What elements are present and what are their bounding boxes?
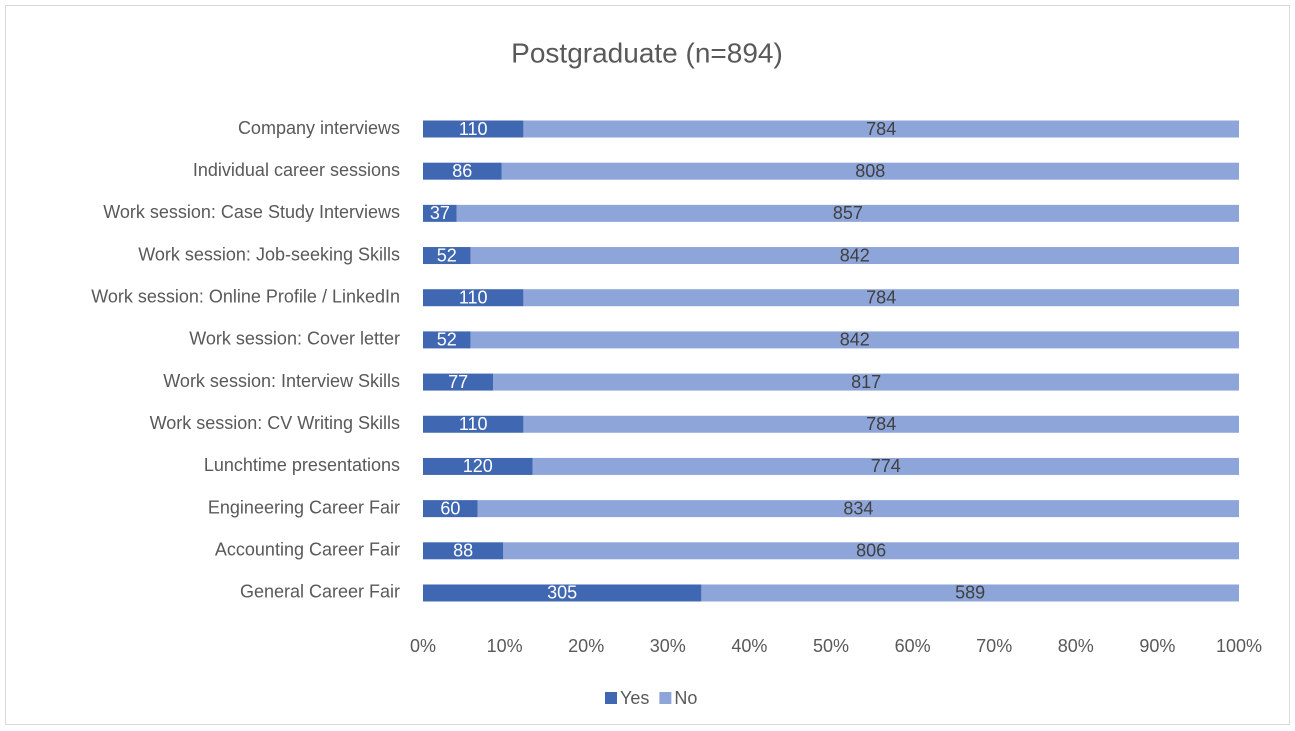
chart-title: Postgraduate (n=894) bbox=[511, 37, 783, 68]
data-label: 88 bbox=[453, 541, 473, 561]
data-label: 120 bbox=[463, 456, 493, 476]
data-label: 784 bbox=[866, 287, 896, 307]
x-tick-label: 40% bbox=[731, 636, 767, 656]
data-label: 817 bbox=[851, 372, 881, 392]
bar-segment bbox=[423, 373, 494, 391]
data-label: 842 bbox=[840, 245, 870, 265]
y-tick-label: Work session: Online Profile / LinkedIn bbox=[91, 286, 400, 306]
data-label: 784 bbox=[866, 119, 896, 139]
data-label: 60 bbox=[440, 498, 460, 518]
legend-label: No bbox=[674, 688, 697, 708]
y-tick-label: Individual career sessions bbox=[193, 160, 400, 180]
bar-segment bbox=[423, 331, 471, 349]
data-label: 808 bbox=[855, 161, 885, 181]
x-tick-label: 70% bbox=[976, 636, 1012, 656]
x-tick-label: 100% bbox=[1216, 636, 1262, 656]
data-label: 110 bbox=[459, 287, 488, 307]
bar-segment bbox=[423, 204, 457, 222]
data-label: 77 bbox=[448, 372, 468, 392]
x-tick-label: 20% bbox=[568, 636, 604, 656]
data-label: 110 bbox=[459, 414, 488, 434]
bar-segment bbox=[423, 584, 702, 602]
x-tick-label: 0% bbox=[410, 636, 436, 656]
y-tick-label: Lunchtime presentations bbox=[204, 455, 400, 475]
y-tick-label: Work session: Interview Skills bbox=[163, 371, 400, 391]
data-label: 52 bbox=[437, 330, 457, 350]
bar-segment bbox=[532, 457, 1239, 475]
data-label: 110 bbox=[459, 119, 488, 139]
y-tick-label: Work session: Job-seeking Skills bbox=[138, 244, 400, 264]
y-tick-label: Work session: CV Writing Skills bbox=[150, 413, 400, 433]
data-label: 857 bbox=[833, 203, 863, 223]
chart-border bbox=[5, 5, 1290, 725]
data-label: 834 bbox=[843, 498, 873, 518]
bar-segment bbox=[701, 584, 1239, 602]
bar-segment bbox=[477, 500, 1239, 518]
data-label: 806 bbox=[856, 541, 886, 561]
data-label: 842 bbox=[840, 330, 870, 350]
x-tick-label: 10% bbox=[487, 636, 523, 656]
y-tick-label: Accounting Career Fair bbox=[215, 540, 400, 560]
x-tick-label: 50% bbox=[813, 636, 849, 656]
bar-segment bbox=[523, 415, 1239, 433]
x-tick-label: 80% bbox=[1058, 636, 1094, 656]
y-tick-label: General Career Fair bbox=[240, 582, 400, 602]
legend-swatch bbox=[659, 692, 672, 704]
bar-segment bbox=[423, 415, 524, 433]
y-tick-label: Work session: Case Study Interviews bbox=[103, 202, 400, 222]
y-tick-label: Company interviews bbox=[238, 118, 400, 138]
y-tick-label: Work session: Cover letter bbox=[189, 329, 400, 349]
legend-label: Yes bbox=[620, 688, 649, 708]
bar-segment bbox=[470, 247, 1239, 265]
bar-segment bbox=[523, 289, 1239, 307]
data-label: 52 bbox=[437, 245, 457, 265]
data-label: 86 bbox=[452, 161, 472, 181]
bar-segment bbox=[423, 247, 471, 265]
data-label: 784 bbox=[866, 414, 896, 434]
x-tick-label: 90% bbox=[1139, 636, 1175, 656]
data-label: 37 bbox=[430, 203, 450, 223]
legend-swatch bbox=[605, 692, 617, 704]
data-label: 305 bbox=[547, 583, 577, 603]
bar-segment bbox=[423, 120, 524, 138]
x-tick-label: 30% bbox=[650, 636, 686, 656]
data-label: 589 bbox=[955, 583, 985, 603]
x-tick-label: 60% bbox=[895, 636, 931, 656]
bar-segment bbox=[470, 331, 1239, 349]
bar-segment bbox=[493, 373, 1240, 391]
bar-segment bbox=[501, 162, 1239, 180]
bar-segment bbox=[423, 457, 533, 475]
bar-segment bbox=[523, 120, 1239, 138]
y-tick-label: Engineering Career Fair bbox=[208, 497, 400, 517]
bar-segment bbox=[503, 542, 1239, 560]
bar-segment bbox=[423, 162, 502, 180]
bar-segment bbox=[456, 204, 1239, 222]
bar-segment bbox=[423, 542, 504, 560]
data-label: 774 bbox=[871, 456, 901, 476]
bar-segment bbox=[423, 289, 524, 307]
bar-segment bbox=[423, 500, 478, 518]
